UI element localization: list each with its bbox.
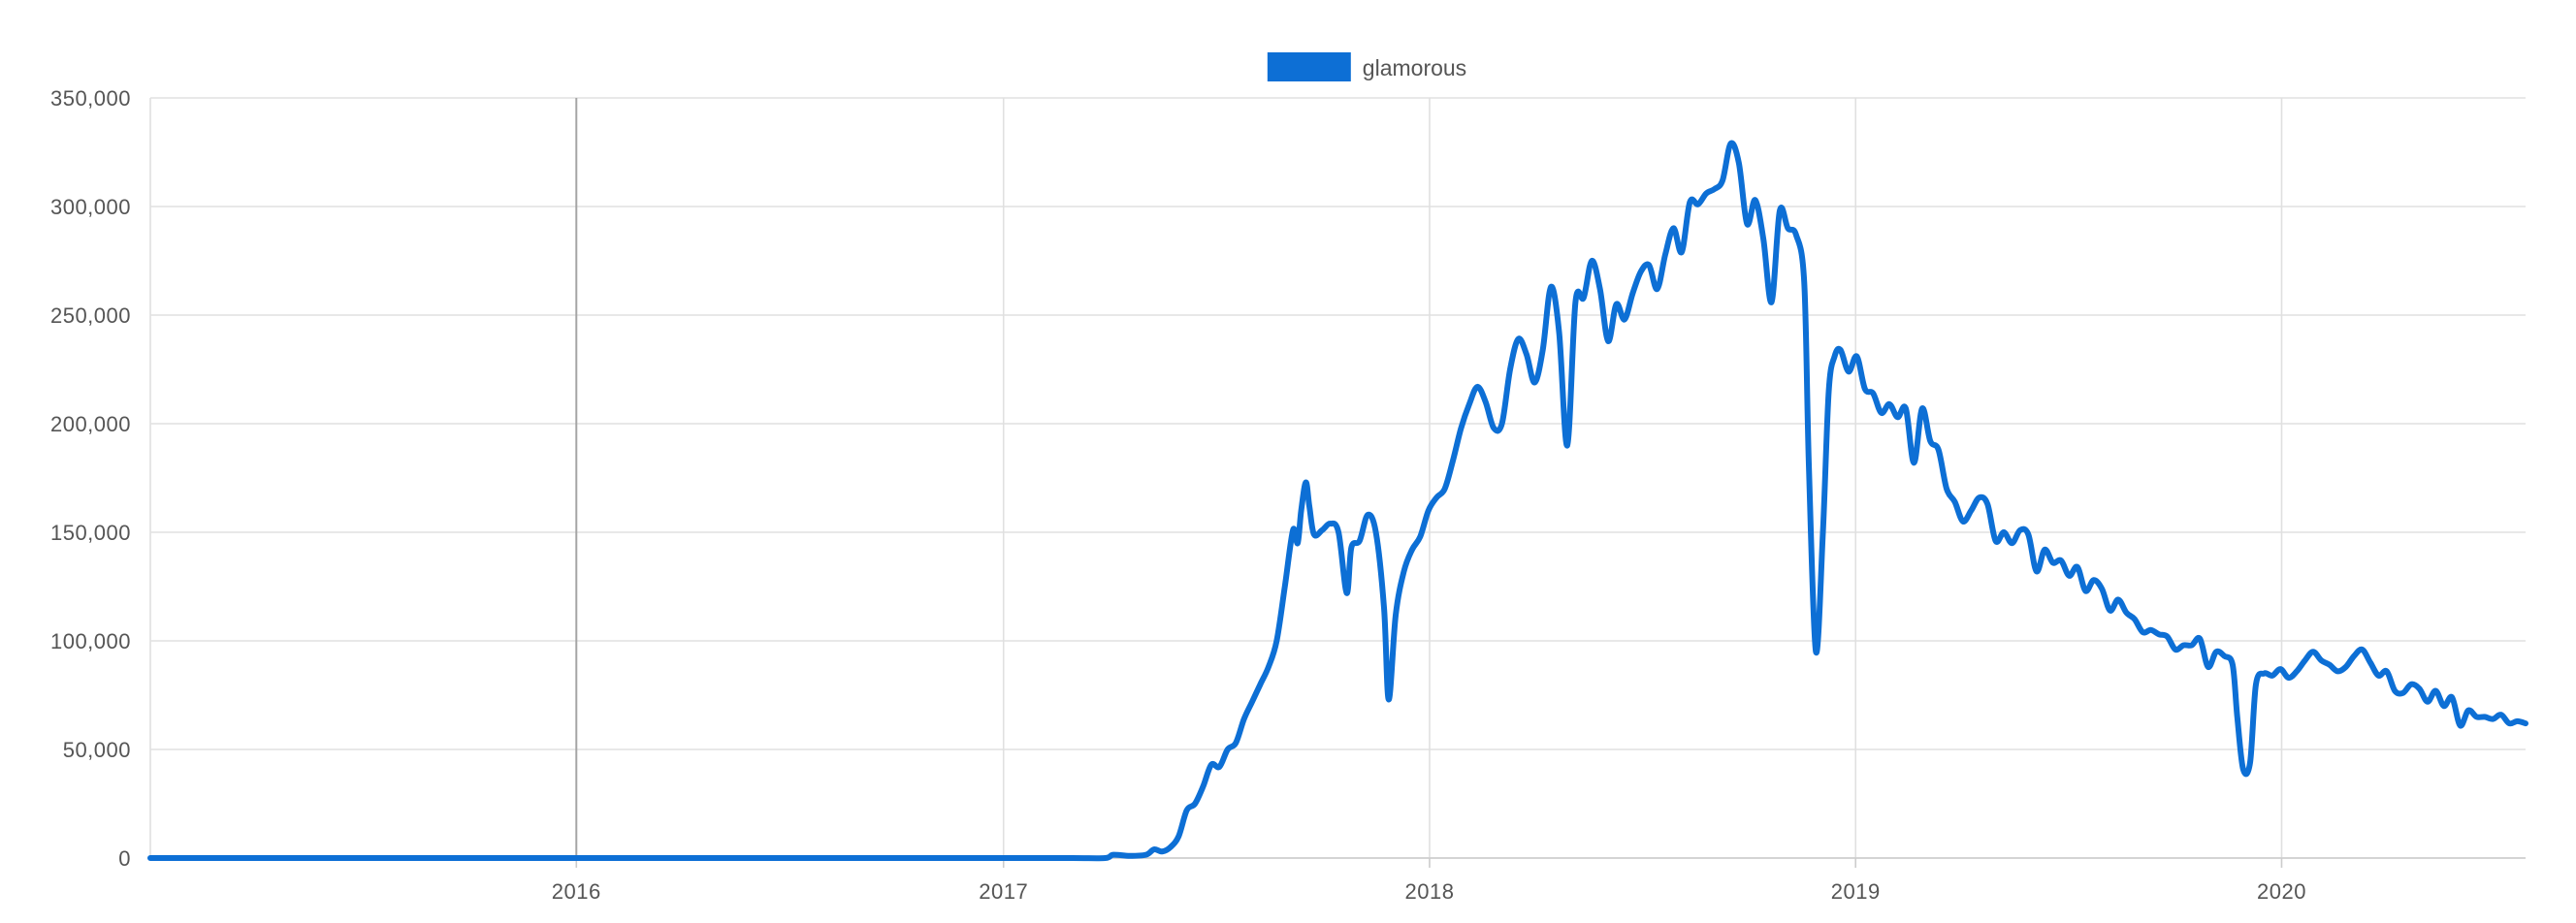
legend-swatch [1267, 52, 1351, 81]
axis-layer: 0 50,000 100,000 150,000 200,000 250,000 300,0… [50, 86, 2526, 904]
x-tick-label: 2020 [2257, 879, 2306, 904]
x-tick-label: 2016 [552, 879, 601, 904]
x-tick-label: 2018 [1404, 879, 1454, 904]
series-line-glamorous [147, 140, 2528, 862]
y-tick-label: 0 [118, 846, 131, 871]
grid-layer [149, 97, 2526, 859]
y-tick-label: 250,000 [50, 303, 131, 328]
y-tick-label: 300,000 [50, 195, 131, 219]
y-tick-label: 200,000 [50, 412, 131, 436]
x-tick-label: 2017 [979, 879, 1028, 904]
y-tick-label: 50,000 [63, 738, 131, 762]
legend-label: glamorous [1363, 55, 1466, 80]
y-tick-label: 350,000 [50, 86, 131, 111]
legend[interactable]: glamorous [1267, 52, 1466, 81]
x-tick-label: 2019 [1831, 879, 1881, 904]
y-tick-label: 150,000 [50, 521, 131, 545]
series-layer [147, 140, 2528, 862]
y-tick-label: 100,000 [50, 629, 131, 653]
